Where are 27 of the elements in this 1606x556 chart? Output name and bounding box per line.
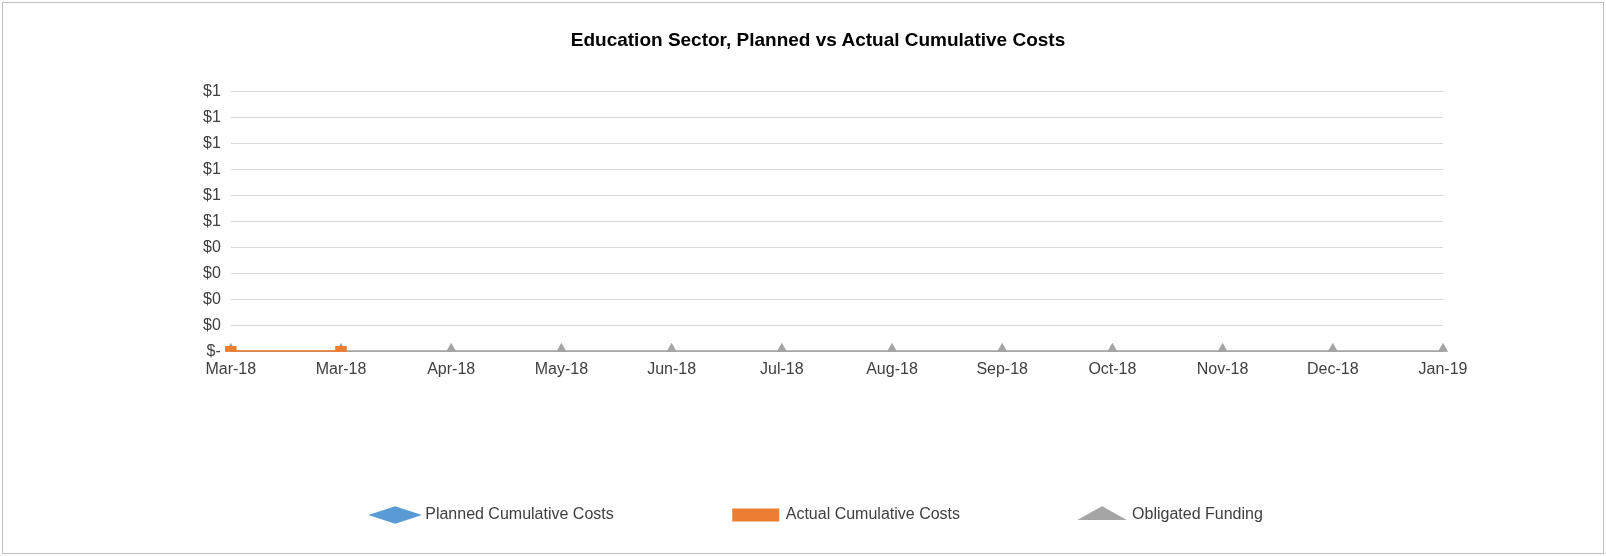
x-tick-label: Jul-18 [760, 359, 804, 377]
legend-label: Actual Cumulative Costs [785, 505, 961, 523]
chart-title: Education Sector, Planned vs Actual Cumulative Costs [570, 28, 1066, 50]
x-tick-label: Nov-18 [1196, 359, 1249, 377]
x-tick-label: Aug-18 [866, 359, 918, 377]
y-tick-label: $0 [203, 290, 221, 308]
x-tick-label: Dec-18 [1307, 359, 1359, 377]
y-tick-label: $1 [203, 186, 221, 204]
x-tick-label: Mar-18 [205, 359, 257, 377]
y-tick-label: $1 [203, 108, 221, 126]
x-tick-label: May-18 [534, 359, 589, 377]
x-tick-label: Jun-18 [647, 359, 697, 377]
y-tick-label: $1 [203, 82, 221, 100]
y-tick-label: $- [206, 342, 221, 360]
y-tick-label: $1 [203, 212, 221, 230]
y-tick-label: $1 [203, 134, 221, 152]
legend-label: Obligated Funding [1132, 505, 1263, 523]
x-tick-label: Sep-18 [976, 359, 1029, 377]
y-tick-label: $0 [203, 264, 221, 282]
x-tick-label: Jan-19 [1418, 359, 1468, 377]
x-tick-label: Mar-18 [315, 359, 367, 377]
x-tick-label: Apr-18 [427, 359, 476, 377]
legend-label: Planned Cumulative Costs [425, 505, 614, 523]
y-tick-label: $0 [203, 316, 221, 334]
x-tick-label: Oct-18 [1088, 359, 1137, 377]
y-tick-label: $0 [203, 238, 221, 256]
y-tick-label: $1 [203, 160, 221, 178]
